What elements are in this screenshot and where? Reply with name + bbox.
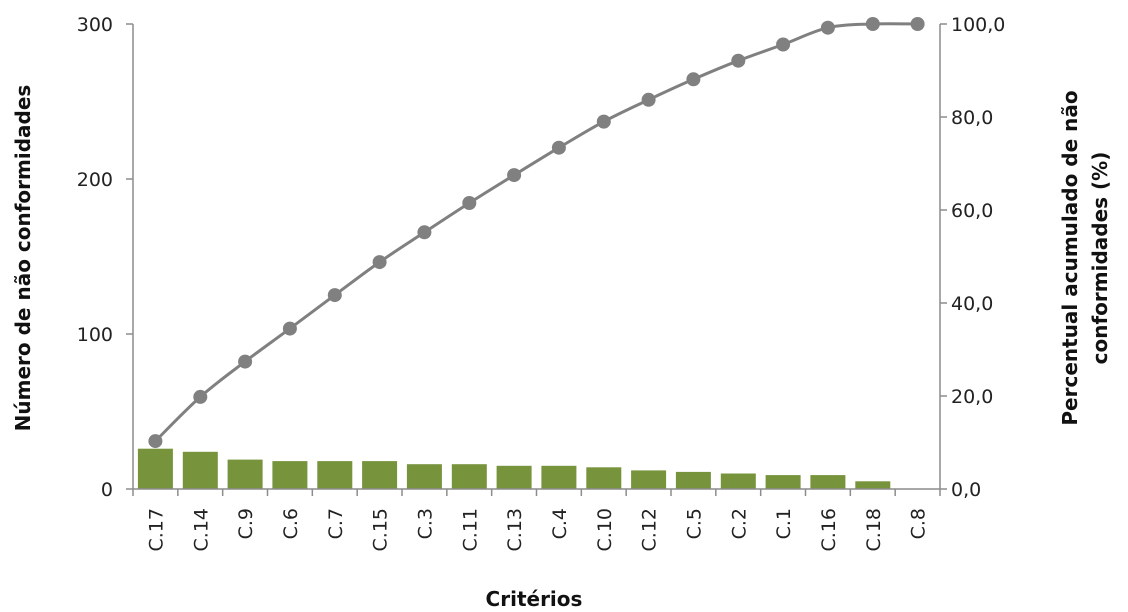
x-tick-label-C.12: C.12 bbox=[639, 508, 661, 551]
y2-tick-label: 80,0 bbox=[951, 107, 993, 129]
bar-C.11 bbox=[451, 464, 487, 489]
bars bbox=[137, 448, 891, 490]
line-point-C.11 bbox=[462, 196, 477, 210]
bar-C.3 bbox=[406, 464, 442, 489]
line-point-C.5 bbox=[686, 72, 701, 87]
line-point-C.14 bbox=[193, 389, 208, 404]
x-tick-label-C.4: C.4 bbox=[549, 508, 571, 539]
x-tick-label-C.15: C.15 bbox=[370, 508, 392, 551]
line-point-C.7 bbox=[327, 288, 342, 303]
cumulative-line bbox=[148, 17, 925, 449]
bar-C.18 bbox=[855, 481, 891, 490]
bar-C.13 bbox=[496, 465, 532, 490]
y2-tick-label: 60,0 bbox=[951, 200, 993, 222]
y2-tick-label: 0,0 bbox=[951, 479, 981, 501]
axes bbox=[126, 23, 947, 496]
x-tick-label-C.8: C.8 bbox=[908, 508, 930, 539]
y2-tick-label: 100,0 bbox=[951, 14, 1005, 36]
line-point-C.12 bbox=[641, 92, 656, 107]
bar-C.14 bbox=[182, 451, 218, 489]
x-tick-label-C.17: C.17 bbox=[145, 508, 167, 551]
bar-C.12 bbox=[631, 470, 667, 489]
line-point-C.13 bbox=[507, 168, 522, 183]
bar-C.1 bbox=[765, 475, 801, 489]
line-point-C.16 bbox=[820, 20, 835, 35]
y-tick-label: 0 bbox=[101, 479, 113, 501]
line-point-C.15 bbox=[372, 255, 387, 270]
line-point-C.9 bbox=[238, 354, 253, 369]
line-point-C.18 bbox=[865, 17, 880, 31]
line-point-C.17 bbox=[148, 434, 163, 449]
bar-C.16 bbox=[810, 475, 846, 489]
x-axis-title: Critérios bbox=[486, 587, 583, 611]
x-tick-label-C.9: C.9 bbox=[235, 508, 257, 539]
bar-C.4 bbox=[541, 465, 577, 490]
y-tick-label: 300 bbox=[77, 14, 113, 36]
bar-C.5 bbox=[675, 471, 711, 489]
y2-tick-label: 20,0 bbox=[951, 386, 993, 408]
x-tick-label-C.2: C.2 bbox=[728, 508, 750, 539]
cumulative-line-path bbox=[154, 22, 918, 443]
bar-C.10 bbox=[586, 467, 622, 489]
bar-C.9 bbox=[227, 459, 263, 489]
bar-C.15 bbox=[362, 461, 398, 489]
line-point-C.10 bbox=[596, 114, 611, 129]
line-point-C.1 bbox=[776, 37, 791, 52]
bar-C.7 bbox=[317, 461, 353, 489]
line-point-C.8 bbox=[910, 17, 925, 31]
bar-C.17 bbox=[137, 448, 173, 489]
y-tick-label: 100 bbox=[77, 324, 113, 346]
y2-axis-title-line2: conformidades (%) bbox=[1088, 152, 1112, 365]
x-tick-label-C.6: C.6 bbox=[280, 508, 302, 539]
line-point-C.4 bbox=[551, 140, 566, 155]
y-tick-label: 200 bbox=[77, 169, 113, 191]
x-tick-label-C.11: C.11 bbox=[459, 508, 481, 551]
line-point-C.6 bbox=[282, 321, 297, 336]
bar-C.2 bbox=[720, 473, 756, 489]
line-point-C.3 bbox=[417, 225, 432, 240]
x-tick-label-C.16: C.16 bbox=[818, 508, 840, 551]
y-axis-title: Número de não conformidades bbox=[11, 85, 35, 432]
line-point-C.2 bbox=[731, 53, 746, 68]
x-tick-label-C.5: C.5 bbox=[683, 508, 705, 539]
y2-axis-title-line1: Percentual acumulado de não bbox=[1058, 90, 1082, 425]
tick-labels: 0 100 200 300 0,0 20,0 40,0 60,0 80,0 100,0 C.17 C.… bbox=[77, 14, 1006, 551]
x-tick-label-C.14: C.14 bbox=[190, 508, 212, 551]
x-tick-label-C.7: C.7 bbox=[325, 508, 347, 539]
x-tick-label-C.13: C.13 bbox=[504, 508, 526, 551]
y2-tick-label: 40,0 bbox=[951, 293, 993, 315]
x-tick-label-C.10: C.10 bbox=[594, 508, 616, 551]
x-tick-label-C.1: C.1 bbox=[773, 508, 795, 539]
x-tick-label-C.3: C.3 bbox=[414, 508, 436, 539]
x-tick-label-C.18: C.18 bbox=[863, 508, 885, 551]
bar-C.6 bbox=[272, 461, 308, 489]
